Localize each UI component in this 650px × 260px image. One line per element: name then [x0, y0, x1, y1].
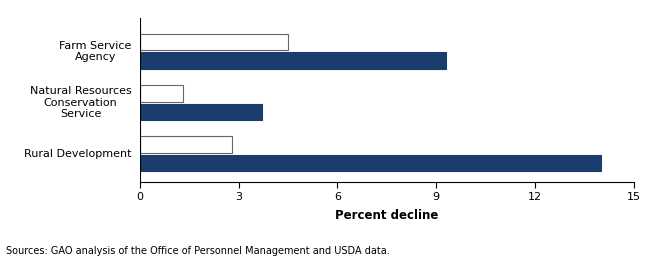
- Bar: [140, 155, 601, 171]
- Bar: [140, 34, 288, 50]
- Bar: [140, 104, 261, 120]
- Bar: [140, 85, 183, 102]
- Bar: [140, 53, 446, 69]
- Bar: [140, 136, 232, 153]
- X-axis label: Percent decline: Percent decline: [335, 209, 439, 222]
- Text: Sources: GAO analysis of the Office of Personnel Management and USDA data.: Sources: GAO analysis of the Office of P…: [6, 246, 390, 256]
